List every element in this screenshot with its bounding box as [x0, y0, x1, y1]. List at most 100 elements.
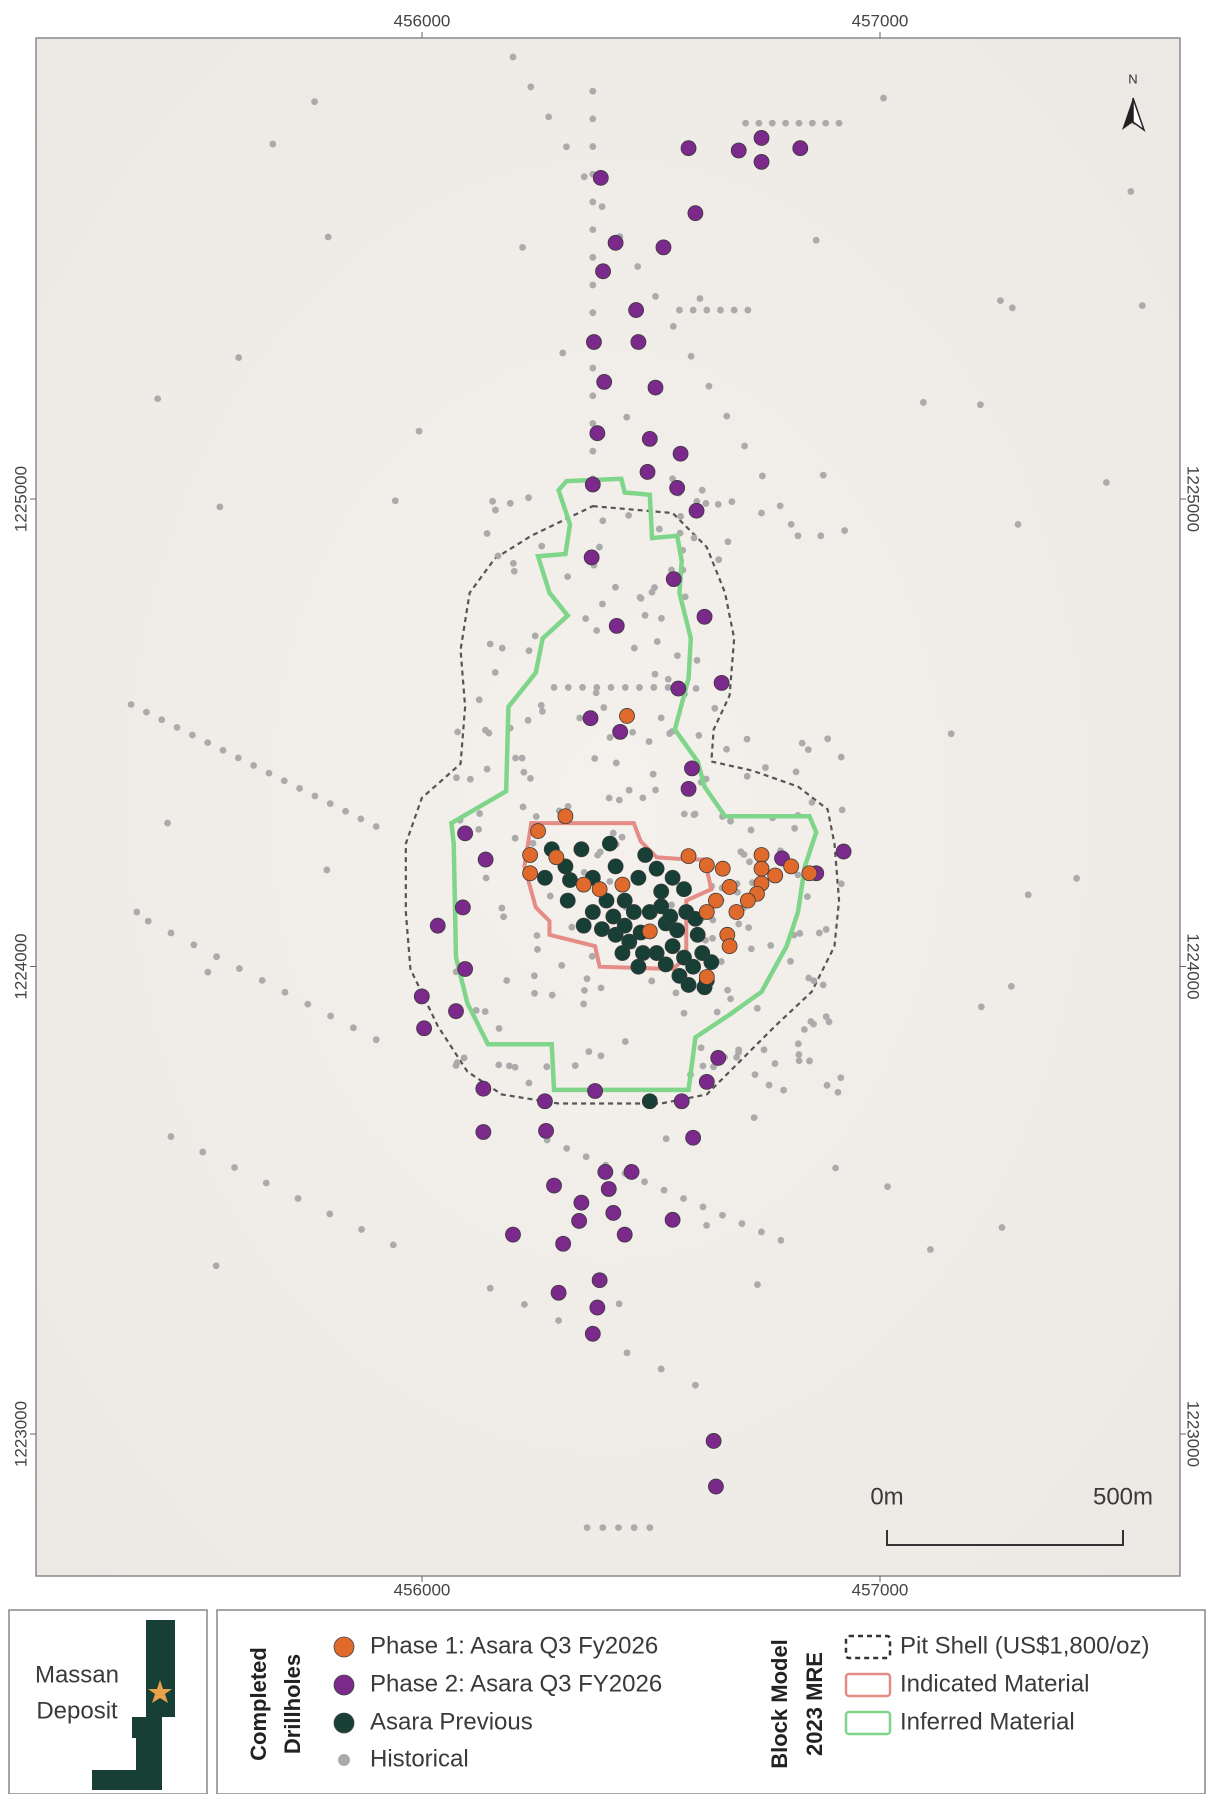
historical-hole	[549, 992, 556, 999]
historical-hole	[654, 638, 661, 645]
historical-hole	[801, 1026, 808, 1033]
historical-hole	[997, 297, 1004, 304]
historical-hole	[168, 930, 175, 937]
phase1-hole	[558, 809, 573, 824]
historical-hole	[692, 811, 699, 818]
historical-hole	[652, 293, 659, 300]
historical-hole	[725, 538, 732, 545]
historical-hole	[555, 1317, 562, 1324]
historical-hole	[133, 909, 140, 916]
phase2-hole	[506, 1227, 521, 1242]
historical-hole	[838, 754, 845, 761]
historical-hole	[589, 199, 596, 206]
historical-hole	[837, 1074, 844, 1081]
historical-hole	[766, 1082, 773, 1089]
previous-hole	[537, 870, 552, 885]
historical-hole	[754, 1281, 761, 1288]
phase1-hole	[740, 893, 755, 908]
historical-hole	[538, 702, 545, 709]
phase2-hole	[708, 1479, 723, 1494]
phase2-hole	[449, 1004, 464, 1019]
historical-hole	[758, 510, 765, 517]
phase2-hole	[684, 761, 699, 776]
historical-hole	[495, 553, 502, 560]
legend-swatch	[846, 1712, 890, 1734]
historical-hole	[525, 717, 532, 724]
phase2-hole	[697, 609, 712, 624]
phase2-hole	[537, 1094, 552, 1109]
phase1-hole	[576, 877, 591, 892]
historical-hole	[584, 975, 591, 982]
x-tick-label: 456000	[394, 1580, 451, 1599]
historical-hole	[719, 1212, 726, 1219]
historical-hole	[695, 732, 702, 739]
historical-hole	[652, 787, 659, 794]
phase2-hole	[706, 1433, 721, 1448]
phase1-hole	[729, 905, 744, 920]
phase1-hole	[722, 879, 737, 894]
historical-hole	[545, 113, 552, 120]
historical-hole	[589, 88, 596, 95]
phase2-hole	[613, 724, 628, 739]
historical-hole	[650, 684, 657, 691]
legend-swatch	[846, 1636, 890, 1658]
historical-hole	[693, 685, 700, 692]
historical-hole	[579, 684, 586, 691]
phase2-hole	[430, 918, 445, 933]
previous-hole	[686, 959, 701, 974]
historical-hole	[646, 738, 653, 745]
historical-hole	[599, 601, 606, 608]
previous-hole	[635, 946, 650, 961]
phase2-hole	[617, 1227, 632, 1242]
previous-hole	[681, 977, 696, 992]
phase2-hole	[609, 618, 624, 633]
historical-hole	[311, 98, 318, 105]
historical-hole	[610, 830, 617, 837]
phase2-hole	[671, 681, 686, 696]
phase2-hole	[572, 1213, 587, 1228]
historical-hole	[484, 766, 491, 773]
historical-hole	[820, 472, 827, 479]
legend-label: Asara Previous	[370, 1708, 533, 1735]
legend-label: Inferred Material	[900, 1708, 1075, 1735]
historical-hole	[357, 815, 364, 822]
historical-hole	[538, 543, 545, 550]
historical-hole	[703, 500, 710, 507]
previous-hole	[563, 873, 578, 888]
historical-hole	[589, 282, 596, 289]
legend-items: Phase 1: Asara Q3 Fy2026Phase 2: Asara Q…	[334, 1632, 1149, 1772]
historical-hole	[143, 709, 150, 716]
historical-hole	[780, 1087, 787, 1094]
historical-hole	[281, 777, 288, 784]
phase2-hole	[836, 844, 851, 859]
historical-hole	[295, 1195, 302, 1202]
phase2-hole	[714, 675, 729, 690]
phase1-hole	[699, 858, 714, 873]
phase2-hole	[476, 1081, 491, 1096]
historical-hole	[213, 953, 220, 960]
historical-hole	[390, 1241, 397, 1248]
historical-hole	[512, 755, 519, 762]
historical-hole	[1008, 983, 1015, 990]
phase2-hole	[666, 572, 681, 587]
phase1-hole	[681, 849, 696, 864]
historical-hole	[525, 494, 532, 501]
phase2-hole	[592, 1273, 607, 1288]
historical-hole	[1127, 188, 1134, 195]
phase2-hole	[585, 477, 600, 492]
historical-hole	[676, 307, 683, 314]
historical-hole	[530, 840, 537, 847]
historical-hole	[476, 696, 483, 703]
historical-hole	[677, 513, 684, 520]
historical-hole	[777, 502, 784, 509]
historical-hole	[631, 1524, 638, 1531]
historical-hole	[487, 1285, 494, 1292]
historical-hole	[741, 443, 748, 450]
historical-hole	[327, 1013, 334, 1020]
historical-hole	[999, 1224, 1006, 1231]
phase2-hole	[681, 141, 696, 156]
historical-hole	[520, 804, 527, 811]
historical-hole	[820, 982, 827, 989]
historical-hole	[519, 244, 526, 251]
historical-hole	[756, 120, 763, 127]
